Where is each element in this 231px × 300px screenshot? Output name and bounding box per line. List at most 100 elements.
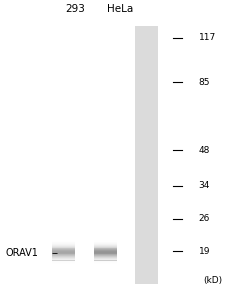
- Bar: [52, 241, 74, 242]
- Bar: [52, 231, 74, 232]
- Bar: [52, 220, 74, 221]
- Bar: [94, 63, 117, 64]
- Bar: [52, 162, 74, 163]
- Bar: [94, 229, 117, 230]
- Bar: [94, 269, 117, 270]
- Bar: [52, 154, 74, 155]
- Bar: [52, 179, 74, 180]
- Bar: [94, 203, 117, 204]
- Bar: [52, 234, 74, 235]
- Bar: [94, 107, 117, 108]
- Bar: [94, 279, 117, 280]
- Bar: [52, 263, 74, 264]
- Bar: [94, 94, 117, 95]
- Bar: [94, 140, 117, 141]
- Bar: [94, 205, 117, 206]
- Bar: [52, 273, 74, 274]
- Bar: [94, 110, 117, 111]
- Bar: [94, 52, 117, 53]
- Bar: [94, 199, 117, 200]
- Bar: [94, 136, 117, 137]
- Bar: [52, 153, 74, 154]
- Bar: [94, 259, 117, 260]
- Bar: [52, 208, 74, 209]
- Bar: [94, 252, 117, 253]
- Bar: [52, 207, 74, 208]
- Bar: [94, 249, 117, 250]
- Bar: [52, 218, 74, 219]
- Bar: [94, 128, 117, 129]
- Bar: [52, 38, 74, 39]
- Bar: [94, 250, 117, 251]
- Bar: [52, 268, 74, 269]
- Bar: [94, 153, 117, 154]
- Bar: [94, 116, 117, 117]
- Bar: [94, 86, 117, 87]
- Bar: [94, 166, 117, 167]
- Bar: [52, 175, 74, 176]
- Bar: [94, 174, 117, 175]
- Bar: [94, 195, 117, 196]
- Bar: [94, 77, 117, 78]
- Bar: [94, 217, 117, 218]
- Bar: [94, 283, 117, 284]
- Bar: [52, 148, 74, 149]
- Bar: [94, 122, 117, 123]
- Bar: [52, 277, 74, 278]
- Bar: [52, 29, 74, 30]
- Bar: [94, 200, 117, 201]
- Bar: [94, 278, 117, 279]
- Bar: [94, 195, 117, 196]
- Bar: [52, 186, 74, 187]
- Bar: [94, 67, 117, 68]
- Bar: [52, 118, 74, 119]
- Bar: [94, 32, 117, 33]
- Bar: [52, 182, 74, 183]
- Bar: [94, 280, 117, 281]
- Bar: [52, 229, 74, 230]
- Bar: [52, 112, 74, 113]
- Bar: [94, 63, 117, 64]
- Bar: [52, 244, 74, 245]
- Bar: [94, 116, 117, 117]
- Bar: [94, 232, 117, 233]
- Bar: [94, 140, 117, 141]
- Bar: [94, 233, 117, 234]
- Bar: [94, 185, 117, 186]
- Bar: [52, 246, 74, 247]
- Bar: [52, 197, 74, 198]
- Bar: [52, 146, 74, 147]
- Bar: [94, 56, 117, 57]
- Bar: [94, 223, 117, 224]
- Bar: [94, 135, 117, 136]
- Bar: [94, 263, 117, 264]
- Bar: [94, 266, 117, 267]
- Bar: [94, 76, 117, 77]
- Bar: [52, 283, 74, 284]
- Bar: [52, 239, 74, 240]
- Bar: [94, 111, 117, 112]
- Bar: [52, 201, 74, 202]
- Bar: [52, 58, 74, 59]
- Bar: [52, 131, 74, 132]
- Bar: [94, 113, 117, 114]
- Bar: [52, 26, 74, 27]
- Bar: [94, 240, 117, 241]
- Bar: [94, 85, 117, 86]
- Bar: [94, 277, 117, 278]
- Bar: [52, 255, 74, 256]
- Bar: [94, 145, 117, 146]
- Bar: [94, 197, 117, 198]
- Bar: [94, 115, 117, 116]
- Bar: [52, 170, 74, 171]
- Bar: [94, 30, 117, 31]
- Bar: [52, 129, 74, 130]
- Bar: [52, 235, 74, 236]
- Bar: [94, 263, 117, 264]
- Bar: [52, 65, 74, 66]
- Bar: [52, 62, 74, 63]
- Bar: [94, 102, 117, 103]
- Bar: [94, 40, 117, 41]
- Bar: [52, 161, 74, 162]
- Bar: [94, 176, 117, 177]
